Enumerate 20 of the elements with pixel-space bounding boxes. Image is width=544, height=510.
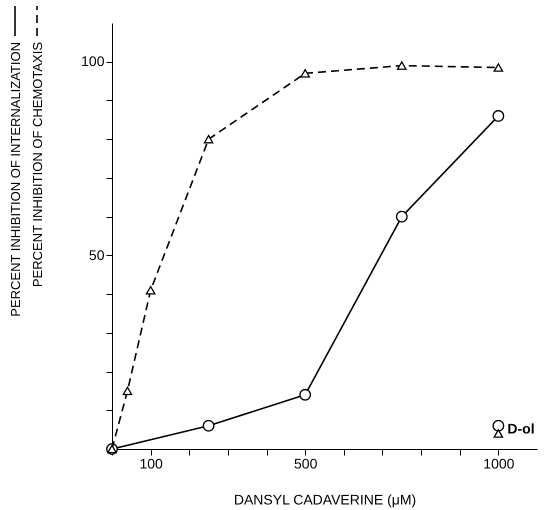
- point: [494, 63, 504, 72]
- x-tick-label: 1000: [483, 456, 515, 472]
- point: [202, 420, 214, 432]
- x-tick-label: 100: [139, 456, 164, 472]
- point: [122, 386, 132, 396]
- legend-label: PERCENT INHIBITION OF INTERNALIZATION: [8, 42, 22, 317]
- point: [300, 69, 310, 78]
- point: [494, 429, 504, 438]
- x-tick-label: 500: [294, 456, 318, 472]
- x-axis-title: DANSYL CADAVERINE (μM): [234, 492, 416, 508]
- point: [396, 210, 408, 223]
- annotation: D-ol: [507, 420, 535, 437]
- point: [492, 420, 504, 432]
- point: [396, 61, 407, 70]
- point: [299, 388, 312, 401]
- point: [204, 134, 214, 144]
- point: [492, 110, 504, 122]
- y-tick-label: 50: [88, 246, 105, 263]
- point: [146, 286, 156, 294]
- legend-label: PERCENT INHIBITION OF CHEMOTAXIS: [30, 42, 44, 288]
